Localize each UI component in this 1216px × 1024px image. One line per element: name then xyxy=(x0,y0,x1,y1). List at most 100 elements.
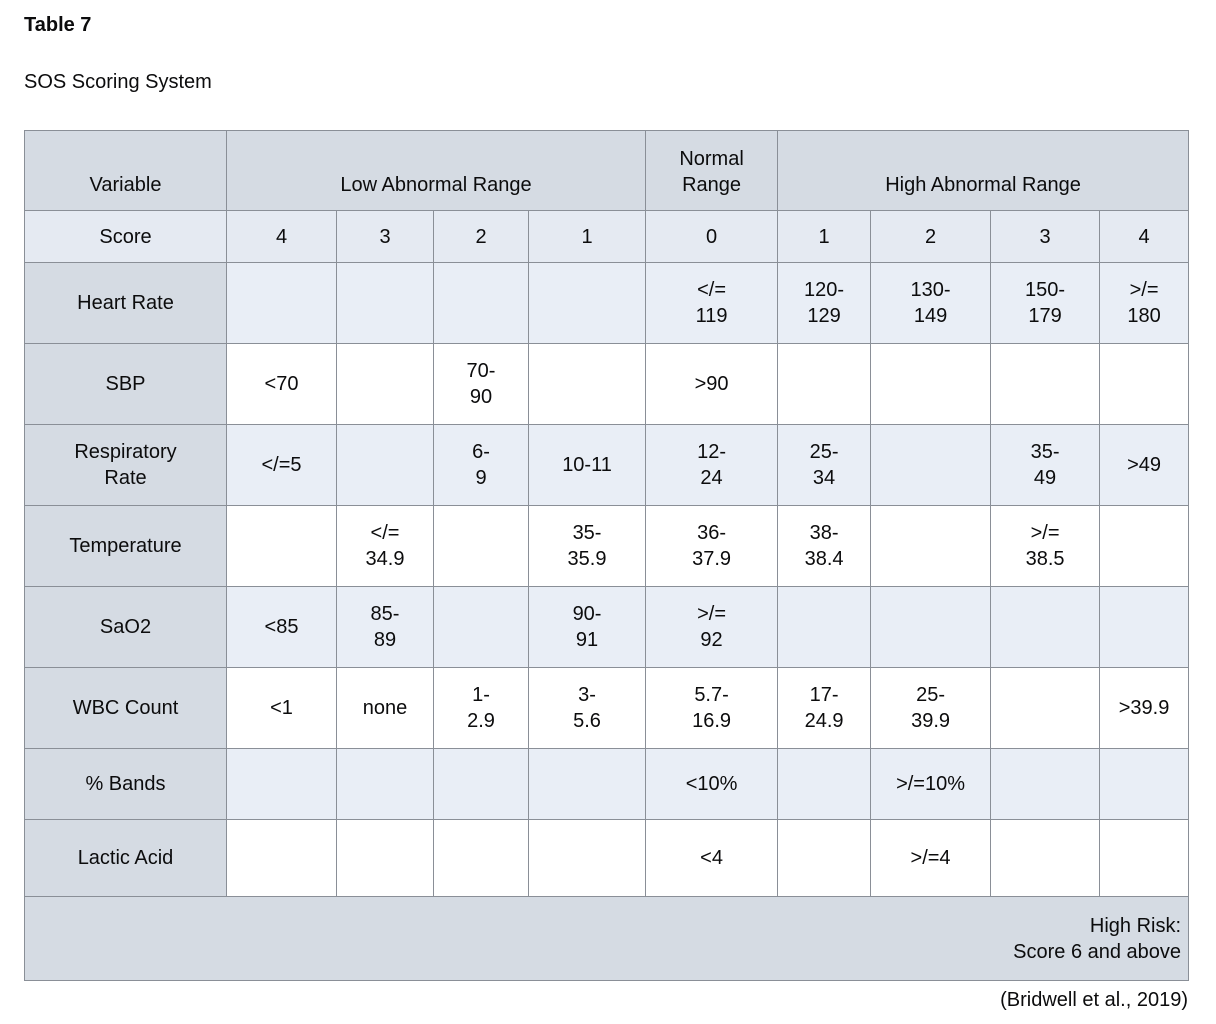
score-value: 0 xyxy=(645,210,779,263)
row-label-temperature: Temperature xyxy=(24,505,227,587)
header-normal-range: Normal Range xyxy=(645,130,779,211)
table-label: Table 7 xyxy=(24,14,92,36)
cell: 5.7- 16.9 xyxy=(645,667,779,749)
score-row: Score 4 3 2 1 0 1 2 3 4 xyxy=(24,210,1190,263)
cell: </=5 xyxy=(226,424,337,506)
cell: 130- 149 xyxy=(870,262,992,344)
sos-scoring-table: Variable Low Abnormal Range Normal Range… xyxy=(23,130,1190,981)
cell xyxy=(990,748,1101,820)
cell xyxy=(527,262,647,344)
row-label-sbp: SBP xyxy=(24,343,227,425)
cell xyxy=(336,819,434,897)
score-row-label: Score xyxy=(24,210,227,263)
row-label-lactic-acid: Lactic Acid xyxy=(24,819,227,897)
cell: >/= 38.5 xyxy=(990,505,1101,587)
cell xyxy=(336,424,434,506)
cell xyxy=(990,667,1101,749)
cell: 17- 24.9 xyxy=(777,667,872,749)
row-label-respiratory-rate: Respiratory Rate xyxy=(24,424,227,506)
cell: </= 119 xyxy=(645,262,779,344)
footer-row: High Risk: Score 6 and above xyxy=(23,896,1190,981)
cell xyxy=(777,343,872,425)
score-value: 2 xyxy=(433,210,529,263)
score-value: 4 xyxy=(1099,210,1190,263)
cell: 25- 34 xyxy=(777,424,872,506)
row-sao2: SaO2 <85 85- 89 90- 91 >/= 92 xyxy=(24,586,1190,668)
score-value: 1 xyxy=(777,210,872,263)
cell: <85 xyxy=(226,586,337,668)
cell: 90- 91 xyxy=(527,586,647,668)
cell xyxy=(226,748,337,820)
cell xyxy=(433,505,529,587)
row-label-heart-rate: Heart Rate xyxy=(24,262,227,344)
cell: 70- 90 xyxy=(433,343,529,425)
cell: 6- 9 xyxy=(433,424,529,506)
cell xyxy=(1099,505,1190,587)
cell: </= 34.9 xyxy=(336,505,434,587)
cell xyxy=(870,505,992,587)
header-row: Variable Low Abnormal Range Normal Range… xyxy=(24,130,1190,211)
cell xyxy=(527,748,647,820)
cell xyxy=(433,586,529,668)
table-caption: SOS Scoring System xyxy=(24,71,212,93)
score-value: 1 xyxy=(527,210,647,263)
row-label-percent-bands: % Bands xyxy=(24,748,227,820)
cell: 3- 5.6 xyxy=(527,667,647,749)
cell: >49 xyxy=(1099,424,1190,506)
cell: <4 xyxy=(645,819,779,897)
row-lactic-acid: Lactic Acid <4 >/=4 xyxy=(24,819,1190,897)
cell xyxy=(433,819,529,897)
cell xyxy=(1099,343,1190,425)
header-high-abnormal-range: High Abnormal Range xyxy=(777,130,1190,211)
row-percent-bands: % Bands <10% >/=10% xyxy=(24,748,1190,820)
row-label-wbc-count: WBC Count xyxy=(24,667,227,749)
cell: 25- 39.9 xyxy=(870,667,992,749)
cell: <10% xyxy=(645,748,779,820)
cell: 12- 24 xyxy=(645,424,779,506)
score-value: 3 xyxy=(336,210,434,263)
cell xyxy=(226,262,337,344)
cell xyxy=(1099,819,1190,897)
cell xyxy=(870,343,992,425)
cell xyxy=(777,819,872,897)
row-temperature: Temperature </= 34.9 35- 35.9 36- 37.9 3… xyxy=(24,505,1190,587)
cell xyxy=(336,262,434,344)
cell: 38- 38.4 xyxy=(777,505,872,587)
score-value: 4 xyxy=(226,210,337,263)
cell: 10-11 xyxy=(527,424,647,506)
cell xyxy=(777,748,872,820)
cell xyxy=(1099,586,1190,668)
cell xyxy=(870,424,992,506)
cell xyxy=(433,262,529,344)
row-respiratory-rate: Respiratory Rate </=5 6- 9 10-11 12- 24 … xyxy=(24,424,1190,506)
cell: <70 xyxy=(226,343,337,425)
cell: 35- 35.9 xyxy=(527,505,647,587)
cell: >/=10% xyxy=(870,748,992,820)
cell xyxy=(990,343,1101,425)
cell: 35- 49 xyxy=(990,424,1101,506)
cell: >90 xyxy=(645,343,779,425)
cell xyxy=(990,819,1101,897)
high-risk-note: High Risk: Score 6 and above xyxy=(23,896,1190,981)
cell xyxy=(336,343,434,425)
cell xyxy=(527,343,647,425)
cell: >/=4 xyxy=(870,819,992,897)
citation: (Bridwell et al., 2019) xyxy=(1000,989,1188,1011)
row-heart-rate: Heart Rate </= 119 120- 129 130- 149 150… xyxy=(24,262,1190,344)
cell xyxy=(433,748,529,820)
cell xyxy=(336,748,434,820)
cell: 150- 179 xyxy=(990,262,1101,344)
header-variable: Variable xyxy=(24,130,227,211)
cell: 36- 37.9 xyxy=(645,505,779,587)
cell: >/= 92 xyxy=(645,586,779,668)
score-value: 3 xyxy=(990,210,1101,263)
cell: >/= 180 xyxy=(1099,262,1190,344)
row-sbp: SBP <70 70- 90 >90 xyxy=(24,343,1190,425)
cell xyxy=(1099,748,1190,820)
cell xyxy=(226,819,337,897)
cell: 85- 89 xyxy=(336,586,434,668)
cell xyxy=(527,819,647,897)
cell xyxy=(870,586,992,668)
cell: <1 xyxy=(226,667,337,749)
